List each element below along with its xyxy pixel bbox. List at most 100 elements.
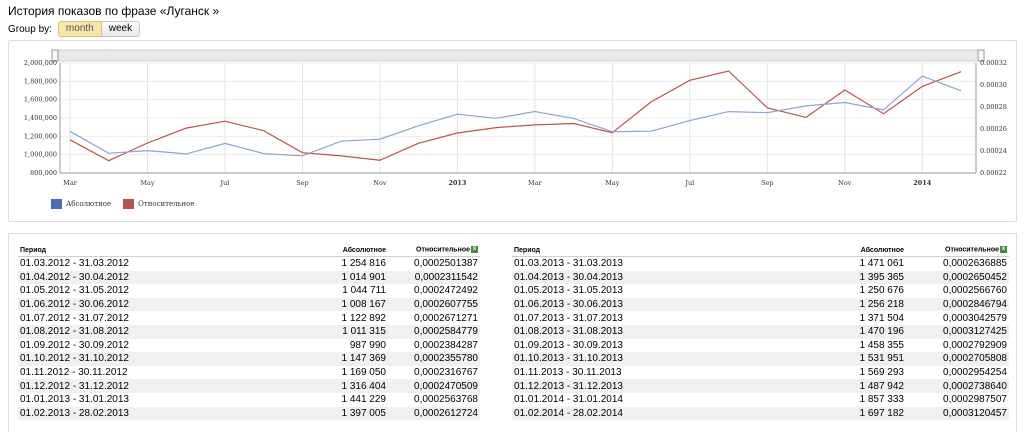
table-row: 01.02.2014 - 28.02.2014 1 697 182 0,000312… [512, 406, 1009, 421]
y-left-tick-label: 2,000,000 [24, 59, 57, 67]
cell-period: 01.11.2012 - 30.11.2012 [20, 367, 128, 379]
cell-period: 01.03.2013 - 31.03.2013 [514, 258, 623, 270]
cell-period: 01.11.2013 - 30.11.2013 [514, 367, 622, 379]
series-line-relative [69, 70, 962, 162]
table-row: 01.03.2013 - 31.03.2013 1 471 061 0,000263… [512, 257, 1009, 271]
table-row: 01.11.2013 - 30.11.2013 1 569 293 0,000295… [512, 366, 1009, 380]
cell-period: 01.01.2014 - 31.01.2014 [514, 394, 623, 406]
cell-period: 01.10.2013 - 31.10.2013 [512, 352, 840, 366]
range-scroller-track [51, 49, 985, 62]
legend-swatch-absolute [51, 199, 62, 209]
cell-relative: 0,0003127425 [906, 324, 1009, 339]
y-left-tick-label: 1,600,000 [24, 96, 57, 104]
cell-absolute: 1 122 892 [341, 312, 387, 324]
table-row: 01.10.2012 - 31.10.2012 1 147 369 0,000235… [18, 352, 480, 366]
cell-relative: 0,0002311542 [388, 270, 480, 285]
cell-relative: 0,0002987507 [943, 394, 1007, 406]
cell-absolute: 1 697 182 [840, 406, 906, 421]
chart-panel: Mar May Jul Sep Nov 2013 Mar May Jul Sep Nov 2014 2,… [8, 40, 1017, 222]
column-header-absolute[interactable]: Абсолютное [322, 244, 388, 257]
cell-period: 01.06.2012 - 30.06.2012 [18, 297, 322, 312]
excel-icon[interactable]: x [471, 246, 478, 254]
table-row: 01.05.2012 - 31.05.2012 1 044 711 0,000247… [18, 284, 480, 298]
cell-relative: 0,0002563768 [414, 394, 478, 406]
cell-period: 01.04.2012 - 30.04.2012 [18, 270, 322, 285]
column-header-period[interactable]: Период [18, 244, 322, 257]
cell-period: 01.12.2013 - 31.12.2013 [512, 379, 840, 393]
table-row: 01.12.2013 - 31.12.2013 1 487 942 0,000273… [512, 379, 1009, 393]
cell-absolute: 1 256 218 [840, 297, 906, 312]
cell-period: 01.07.2012 - 31.07.2012 [20, 312, 129, 324]
cell-relative: 0,0002846794 [906, 297, 1009, 312]
stats-table-right: Период Абсолютное Относительное x 01.03.2… [512, 244, 1009, 421]
legend-label-absolute: Абсолютное [66, 200, 112, 208]
cell-relative: 0,0002355780 [388, 352, 480, 366]
table-header-row: Период Абсолютное Относительное x [18, 244, 480, 257]
cell-period: 01.09.2013 - 30.09.2013 [514, 339, 623, 351]
cell-relative: 0,0002470509 [388, 379, 480, 393]
cell-absolute: 1 250 676 [859, 285, 905, 297]
cell-period: 01.05.2012 - 31.05.2012 [20, 285, 129, 297]
cell-period: 01.02.2013 - 28.02.2013 [18, 406, 322, 421]
stats-table-left: Период Абсолютное Относительное x 01.03.2… [18, 244, 480, 421]
table-row: 01.04.2013 - 30.04.2013 1 395 365 0,000265… [512, 270, 1009, 285]
cell-relative: 0,0002650452 [906, 270, 1009, 285]
cell-relative: 0,0002384287 [414, 339, 478, 351]
legend-item-relative[interactable]: Относительное [123, 199, 194, 209]
cell-period: 01.10.2012 - 31.10.2012 [18, 352, 322, 366]
cell-relative: 0,0002607755 [388, 297, 480, 312]
cell-absolute: 1 569 293 [859, 367, 905, 379]
group-by-month-button[interactable]: month [57, 21, 102, 37]
y-left-tick-label: 800,000 [30, 169, 57, 177]
cell-relative: 0,0002566760 [943, 285, 1007, 297]
legend-swatch-relative [123, 199, 135, 209]
y-right-tick-label: 0.00022 [980, 169, 1007, 177]
cell-relative: 0,0002671271 [414, 312, 478, 324]
table-row: 01.06.2012 - 30.06.2012 1 008 167 0,000260… [18, 297, 480, 312]
legend-item-absolute[interactable]: Абсолютное [51, 199, 111, 209]
table-row: 01.10.2013 - 31.10.2013 1 531 951 0,000270… [512, 352, 1009, 366]
y-right-tick-label: 0.00028 [980, 103, 1007, 111]
column-header-period[interactable]: Период [512, 244, 840, 257]
cell-relative: 0,0002954254 [943, 367, 1007, 379]
cell-relative: 0,0002636885 [943, 258, 1007, 270]
cell-absolute: 1 169 050 [341, 367, 387, 379]
x-tick-label: 2013 [448, 179, 467, 187]
cell-absolute: 1 470 196 [840, 324, 906, 339]
cell-absolute: 1 531 951 [840, 352, 906, 366]
cell-absolute: 1 441 229 [341, 394, 387, 406]
cell-period: 01.03.2012 - 31.03.2012 [20, 258, 129, 270]
cell-relative: 0,0002501387 [414, 258, 478, 270]
table-row: 01.04.2012 - 30.04.2012 1 014 901 0,000231… [18, 270, 480, 285]
cell-absolute: 1 008 167 [322, 297, 388, 312]
history-chart: Mar May Jul Sep Nov 2013 Mar May Jul Sep Nov 2014 2,… [24, 49, 1007, 187]
cell-absolute: 1 147 369 [322, 352, 388, 366]
column-header-absolute[interactable]: Абсолютное [840, 244, 906, 257]
cell-absolute: 1 487 942 [840, 379, 906, 393]
excel-icon[interactable]: x [1000, 246, 1007, 254]
group-by-week-button[interactable]: week [101, 21, 141, 37]
table-header-row: Период Абсолютное Относительное x [512, 244, 1009, 257]
y-left-tick-label: 1,400,000 [24, 114, 57, 122]
cell-absolute: 1 254 816 [341, 258, 387, 270]
table-row: 01.07.2012 - 31.07.2012 1 122 892 0,000267… [18, 311, 480, 325]
cell-relative: 0,0002472492 [414, 285, 478, 297]
cell-absolute: 1 011 315 [322, 324, 388, 339]
cell-period: 01.01.2013 - 31.01.2013 [20, 394, 129, 406]
column-header-relative[interactable]: Относительное x [906, 244, 1009, 257]
cell-period: 01.05.2013 - 31.05.2013 [514, 285, 623, 297]
y-right-tick-label: 0.00030 [980, 81, 1007, 89]
cell-absolute: 1 857 333 [859, 394, 905, 406]
group-by-control: Group by: month week [8, 21, 141, 37]
column-header-relative[interactable]: Относительное x [388, 244, 480, 257]
table-row: 01.06.2013 - 30.06.2013 1 256 218 0,000284… [512, 297, 1009, 312]
table-row: 01.09.2012 - 30.09.2012 987 990 0,00023842… [18, 339, 480, 353]
table-row: 01.12.2012 - 31.12.2012 1 316 404 0,000247… [18, 379, 480, 393]
y-right-tick-label: 0.00024 [980, 147, 1007, 155]
x-tick-label: Sep [296, 179, 308, 187]
x-tick-label: Sep [761, 179, 773, 187]
table-row: 01.01.2013 - 31.01.2013 1 441 229 0,000256… [18, 393, 480, 407]
cell-period: 01.12.2012 - 31.12.2012 [18, 379, 322, 393]
cell-relative: 0,0003042579 [943, 312, 1007, 324]
y-left-tick-label: 1,000,000 [24, 151, 57, 159]
